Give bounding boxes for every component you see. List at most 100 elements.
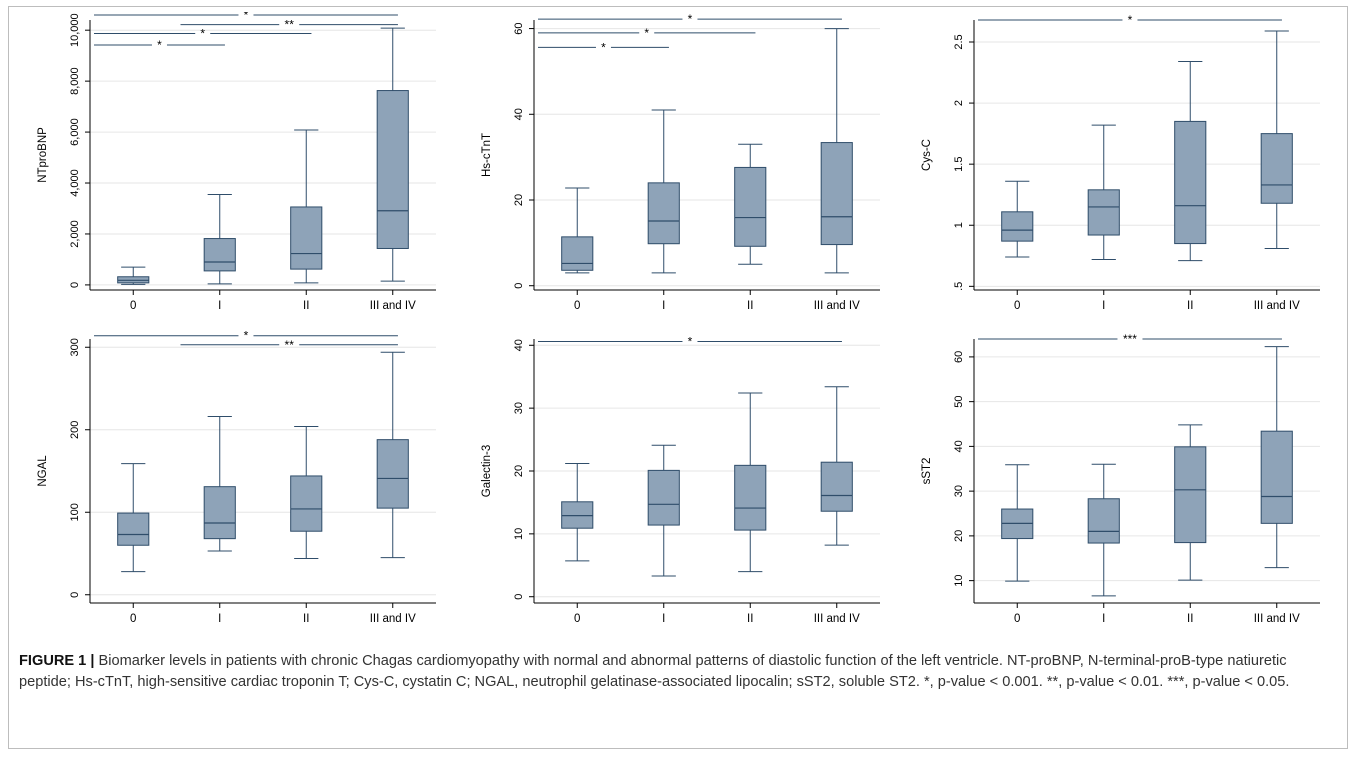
box-1 [203,193,236,285]
x-tick-label: III and IV [370,300,416,312]
y-axis-label: Hs-cTnT [481,133,493,177]
x-tick-label: I [662,613,665,625]
y-tick-label: 2 [953,100,965,106]
caption-label: FIGURE 1 | [19,653,95,669]
y-tick-label: 0 [513,283,525,289]
significance-label: * [157,38,162,52]
y-tick-label: 20 [953,530,965,542]
box-0 [117,463,150,573]
panel-sst2: 10 20 30 40 50 60 sST2 0 I II III and IV *** [906,331,1334,645]
box-1 [647,444,680,577]
box-2 [290,129,323,284]
y-axis-label: Cys-C [921,139,933,171]
x-tick-label: III and IV [814,300,860,312]
x-tick-label: II [747,300,753,312]
panel-ntprobnp: 0 2,000 4,000 6,000 8,000 10,000 NTproBNP 0 I II I… [22,12,450,332]
iqr-box [1001,211,1034,242]
box-1 [203,416,236,552]
y-tick-label: 300 [69,338,81,356]
x-tick-label: III and IV [814,613,860,625]
y-tick-label: 0 [69,282,81,288]
figure-caption: FIGURE 1 | Biomarker levels in patients … [19,651,1339,693]
x-tick-label: I [218,613,221,625]
y-tick-label: 30 [953,485,965,497]
iqr-box [1087,498,1120,544]
iqr-box [820,142,853,246]
y-tick-label: 8,000 [69,67,81,95]
box-0 [117,266,150,285]
panel-galectin-3: 0 10 20 30 40 Galectin-3 0 I II III and IV * [466,331,894,645]
significance-label: * [244,12,249,22]
y-tick-label: 2.5 [953,34,965,49]
x-tick-label: III and IV [1254,613,1300,625]
panel-hs-ctnt: 0 20 40 60 Hs-cTnT 0 I II III and IV * * * [466,12,894,332]
panel-ngal: 0 100 200 300 NGAL 0 I II III and IV * ** [22,331,450,645]
box-1 [1087,124,1120,260]
x-tick-label: II [1187,613,1193,625]
x-tick-label: I [1102,613,1105,625]
iqr-box [203,486,236,540]
box-3 [820,386,853,546]
significance-label: * [601,40,606,54]
x-tick-label: 0 [1014,613,1020,625]
box-2 [1174,424,1207,581]
y-axis-label: Galectin-3 [481,445,493,497]
box-3 [820,28,853,274]
x-tick-label: 0 [574,613,580,625]
y-tick-label: 40 [513,108,525,120]
iqr-box [647,182,680,245]
y-tick-label: 20 [513,194,525,206]
x-tick-label: I [218,300,221,312]
iqr-box [1260,133,1293,204]
significance-label: * [200,27,205,41]
iqr-box [203,238,236,272]
x-tick-label: 0 [130,300,136,312]
significance-label: * [1128,13,1133,27]
y-axis-label: NTproBNP [37,127,49,183]
box-0 [561,462,594,562]
y-tick-label: 50 [953,396,965,408]
y-tick-label: 6,000 [69,118,81,146]
panel-cys-c: .5 1 1.5 2 2.5 Cys-C 0 I II III and IV * [906,12,1334,332]
y-tick-label: 20 [513,465,525,477]
box-2 [734,392,767,573]
x-tick-label: 0 [130,613,136,625]
x-tick-label: II [303,613,309,625]
significance-label: * [244,331,249,343]
significance-label: * [688,335,693,349]
iqr-box [734,464,767,531]
significance-label: ** [285,338,295,352]
iqr-box [561,501,594,529]
caption-text: Biomarker levels in patients with chroni… [19,653,1290,690]
x-tick-label: I [662,300,665,312]
box-3 [376,27,409,282]
iqr-box [561,236,594,271]
y-tick-label: 200 [69,421,81,439]
box-1 [647,109,680,274]
iqr-box [117,512,150,546]
x-tick-label: 0 [1014,300,1020,312]
x-tick-label: III and IV [370,613,416,625]
box-0 [1001,180,1034,258]
y-tick-label: 10,000 [69,13,81,47]
box-2 [1174,61,1207,262]
x-tick-label: II [747,613,753,625]
box-1 [1087,463,1120,597]
y-tick-label: 40 [953,440,965,452]
y-tick-label: 10 [513,528,525,540]
y-tick-label: 1.5 [953,157,965,172]
iqr-box [820,461,853,512]
iqr-box [1087,189,1120,236]
y-tick-label: 2,000 [69,220,81,248]
significance-label: * [644,26,649,40]
box-3 [1260,30,1293,249]
iqr-box [647,469,680,526]
y-tick-label: 10 [953,575,965,587]
x-tick-label: II [303,300,309,312]
significance-label: ** [285,18,295,32]
iqr-box [376,439,409,509]
